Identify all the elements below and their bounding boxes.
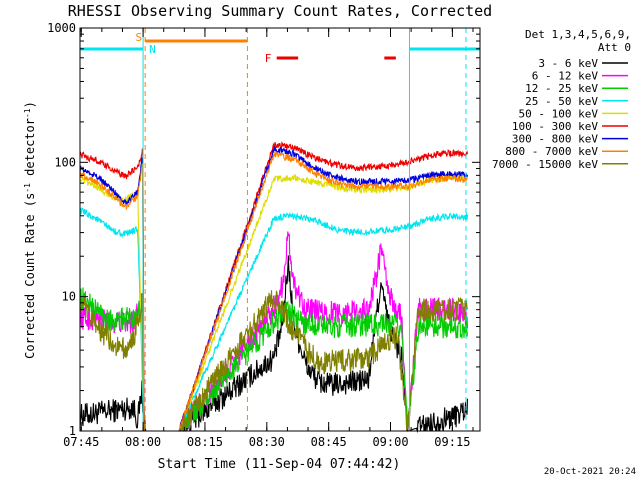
x-tick-label: 08:15 [187,435,223,449]
legend-label-2: 12 - 25 keV [525,82,598,95]
y-tick-label: 1 [69,424,76,438]
x-tick-label: 08:00 [125,435,161,449]
chart-title: RHESSI Observing Summary Count Rates, Co… [68,2,492,20]
x-axis-ticks: 07:45 08:00 08:15 08:30 08:45 09:00 09:15 [63,28,474,449]
legend-label-1: 6 - 12 keV [532,70,599,83]
y-axis-label: Corrected Count Rate (s-1 detector-1) [23,101,37,359]
legend-label-3: 25 - 50 keV [525,95,598,108]
state-bar-label-1: N [149,43,156,56]
y-tick-label: 100 [54,155,76,169]
x-tick-label: 07:45 [63,435,99,449]
legend-label-5: 100 - 300 keV [512,120,598,133]
x-axis-label: Start Time (11-Sep-04 07:44:42) [158,457,401,472]
state-overlay: NS F [80,28,480,431]
legend-header-detectors: Det 1,3,4,5,6,9, [525,28,631,41]
legend-label-7: 800 - 7000 keV [505,145,598,158]
legend-label-0: 3 - 6 keV [538,57,598,70]
y-tick-label: 10 [62,290,76,304]
state-bar-label-3: F [265,52,272,65]
y-axis-ticks: 1 10 100 1000 [47,21,480,438]
legend-header-attenuator: Att 0 [598,41,631,54]
legend-label-6: 300 - 800 keV [512,133,598,146]
x-tick-label: 09:00 [372,435,408,449]
state-bar-label-2: S [136,31,143,44]
x-tick-label: 08:45 [311,435,347,449]
y-tick-label: 1000 [47,21,76,35]
legend-label-4: 50 - 100 keV [519,107,599,120]
x-tick-label: 08:30 [249,435,285,449]
plot-frame [79,27,481,432]
generated-timestamp: 20-Oct-2021 20:24 [544,467,636,477]
legend-label-8: 7000 - 15000 keV [492,158,598,171]
x-tick-label: 09:15 [434,435,470,449]
